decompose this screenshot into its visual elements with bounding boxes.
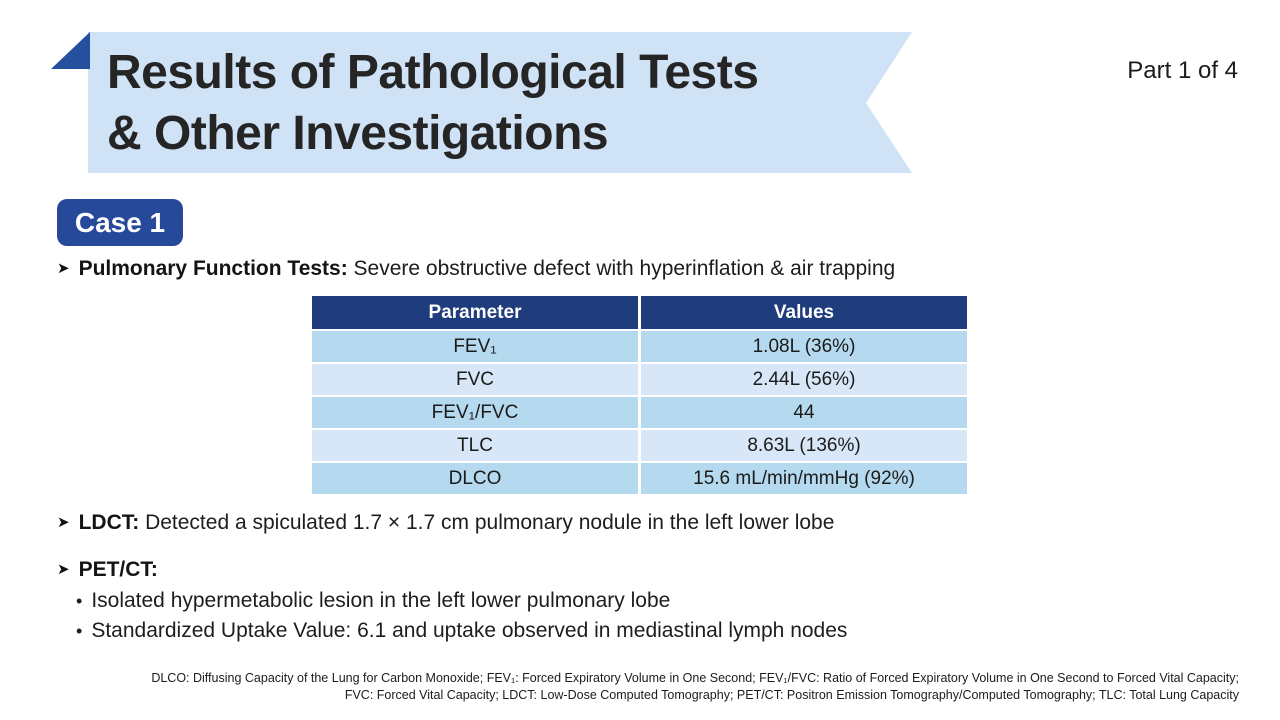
bullet-ldct-label: LDCT: [78,511,140,534]
petct-sub-item: • Isolated hypermetabolic lesion in the l… [76,589,670,613]
cell-parameter: FEV₁/FVC [312,397,638,428]
page-title: Results of Pathological Tests & Other In… [107,42,759,164]
table-header-parameter: Parameter [312,296,638,329]
cell-value: 2.44L (56%) [641,364,967,395]
cell-parameter: DLCO [312,463,638,494]
abbreviations-footer: DLCO: Diffusing Capacity of the Lung for… [79,670,1239,704]
cell-value: 44 [641,397,967,428]
table-body: FEV₁ 1.08L (36%) FVC 2.44L (56%) FEV₁/FV… [312,331,967,494]
footer-line2: FVC: Forced Vital Capacity; LDCT: Low-Do… [344,688,1239,702]
title-banner [88,32,912,173]
table-row: FEV₁ 1.08L (36%) [312,331,967,362]
bullet-ldct-text: Detected a spiculated 1.7 × 1.7 cm pulmo… [139,511,835,534]
bullet-pft: ➤ Pulmonary Function Tests: Severe obstru… [57,257,895,281]
cell-value: 15.6 mL/min/mmHg (92%) [641,463,967,494]
bullet-ldct: ➤ LDCT: Detected a spiculated 1.7 × 1.7 c… [57,511,834,535]
page-title-line2: & Other Investigations [107,107,609,160]
corner-triangle-icon [51,32,90,69]
bullet-petct: ➤ PET/CT: [57,558,158,582]
petct-sub-item-text: Isolated hypermetabolic lesion in the le… [91,589,671,612]
table-header-values: Values [641,296,967,329]
bullet-petct-label: PET/CT: [78,558,158,581]
cell-value: 1.08L (36%) [641,331,967,362]
table-row: FVC 2.44L (56%) [312,364,967,395]
bullet-pft-text: Severe obstructive defect with hyperinfl… [347,257,896,280]
footer-line1: DLCO: Diffusing Capacity of the Lung for… [151,671,1239,685]
arrow-bullet-icon: ➤ [57,260,70,277]
table-row: FEV₁/FVC 44 [312,397,967,428]
dot-bullet-icon: • [76,621,83,641]
cell-parameter: FVC [312,364,638,395]
cell-value: 8.63L (136%) [641,430,967,461]
table-row: DLCO 15.6 mL/min/mmHg (92%) [312,463,967,494]
case-badge: Case 1 [57,199,183,246]
petct-sub-item: • Standardized Uptake Value: 6.1 and upta… [76,619,847,643]
page-title-line1: Results of Pathological Tests [107,46,759,99]
arrow-bullet-icon: ➤ [57,514,70,531]
bullet-pft-label: Pulmonary Function Tests: [78,257,348,280]
petct-sub-item-text: Standardized Uptake Value: 6.1 and uptak… [91,619,848,642]
table-header-row: Parameter Values [312,296,967,329]
arrow-bullet-icon: ➤ [57,561,70,578]
dot-bullet-icon: • [76,591,83,611]
cell-parameter: FEV₁ [312,331,638,362]
cell-parameter: TLC [312,430,638,461]
part-indicator: Part 1 of 4 [1127,57,1238,84]
table-row: TLC 8.63L (136%) [312,430,967,461]
pft-results-table: Parameter Values FEV₁ 1.08L (36%) FVC 2.… [312,296,967,496]
